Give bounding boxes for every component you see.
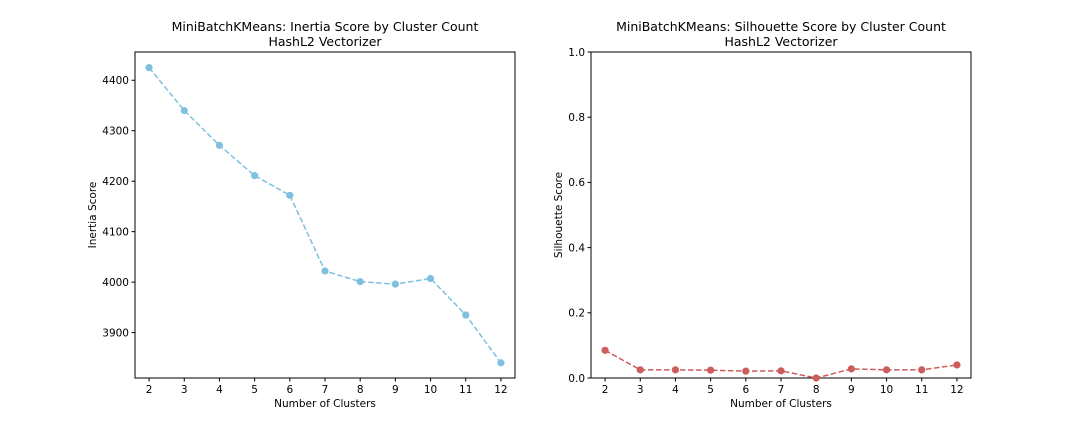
inertia-y-tick-label: 3900 xyxy=(102,327,129,339)
inertia-data-point xyxy=(497,359,505,367)
inertia-x-tick-label: 4 xyxy=(216,384,223,396)
inertia-chart-subtitle: HashL2 Vectorizer xyxy=(268,34,382,49)
silhouette-x-tick-label: 8 xyxy=(813,384,820,396)
silhouette-data-point xyxy=(918,366,926,374)
inertia-data-point xyxy=(286,191,294,199)
inertia-data-point xyxy=(145,64,153,72)
silhouette-x-ticks: 2 3 4 5 6 7 8 9 10 11 12 xyxy=(602,378,964,396)
silhouette-y-ticks: 0.0 0.2 0.4 0.6 0.8 1.0 xyxy=(568,47,591,385)
silhouette-x-tick-label: 10 xyxy=(880,384,893,396)
inertia-points xyxy=(145,64,505,367)
inertia-x-tick-label: 7 xyxy=(322,384,329,396)
silhouette-data-point xyxy=(707,366,715,374)
silhouette-data-point xyxy=(882,366,891,374)
silhouette-data-point xyxy=(812,374,820,382)
inertia-data-point xyxy=(391,280,399,288)
inertia-x-tick-label: 10 xyxy=(424,384,437,396)
inertia-data-point xyxy=(356,278,364,286)
inertia-data-point xyxy=(321,267,329,275)
inertia-chart-title: MiniBatchKMeans: Inertia Score by Cluste… xyxy=(172,19,479,34)
silhouette-y-tick-label: 1.0 xyxy=(568,47,585,59)
silhouette-x-tick-label: 12 xyxy=(950,384,963,396)
silhouette-chart-title: MiniBatchKMeans: Silhouette Score by Clu… xyxy=(616,19,946,34)
silhouette-points xyxy=(601,346,961,382)
inertia-chart: MiniBatchKMeans: Inertia Score by Cluste… xyxy=(87,19,516,410)
inertia-y-axis-label: Inertia Score xyxy=(87,182,99,249)
inertia-data-point xyxy=(251,172,259,180)
inertia-x-ticks: 2 3 4 5 6 7 8 9 10 11 12 xyxy=(146,378,508,396)
silhouette-data-point xyxy=(671,366,680,374)
silhouette-y-tick-label: 0.0 xyxy=(568,373,585,385)
silhouette-data-point xyxy=(777,367,785,375)
silhouette-y-axis-label: Silhouette Score xyxy=(553,172,565,258)
inertia-x-tick-label: 9 xyxy=(392,384,399,396)
inertia-x-tick-label: 6 xyxy=(286,384,293,396)
inertia-y-tick-label: 4200 xyxy=(102,176,129,188)
silhouette-y-tick-label: 0.2 xyxy=(568,308,585,320)
inertia-plot-frame xyxy=(134,51,516,379)
inertia-data-point xyxy=(462,311,470,319)
silhouette-y-tick-label: 0.8 xyxy=(568,112,585,124)
silhouette-x-tick-label: 7 xyxy=(778,384,785,396)
silhouette-x-tick-label: 11 xyxy=(915,384,928,396)
inertia-y-tick-label: 4100 xyxy=(102,226,129,238)
silhouette-y-tick-label: 0.4 xyxy=(568,242,585,254)
silhouette-x-tick-label: 3 xyxy=(637,384,644,396)
silhouette-chart-subtitle: HashL2 Vectorizer xyxy=(724,34,838,49)
inertia-y-tick-label: 4000 xyxy=(102,277,129,289)
silhouette-chart: MiniBatchKMeans: Silhouette Score by Clu… xyxy=(553,19,972,410)
inertia-y-tick-label: 4400 xyxy=(102,75,129,87)
inertia-x-tick-label: 12 xyxy=(494,384,507,396)
silhouette-plot-frame xyxy=(590,51,972,379)
silhouette-x-tick-label: 6 xyxy=(742,384,749,396)
silhouette-x-tick-label: 5 xyxy=(707,384,714,396)
inertia-data-point xyxy=(426,274,435,283)
silhouette-x-tick-label: 9 xyxy=(848,384,855,396)
inertia-series-line xyxy=(148,67,502,364)
inertia-data-point xyxy=(180,106,188,115)
silhouette-x-tick-label: 2 xyxy=(602,384,609,396)
silhouette-data-point xyxy=(636,366,644,374)
silhouette-x-tick-label: 4 xyxy=(672,384,679,396)
silhouette-data-point xyxy=(847,365,855,373)
silhouette-data-point xyxy=(601,346,609,354)
inertia-x-tick-label: 8 xyxy=(357,384,364,396)
inertia-x-tick-label: 5 xyxy=(251,384,258,396)
silhouette-data-point xyxy=(742,367,750,375)
inertia-x-tick-label: 2 xyxy=(146,384,153,396)
silhouette-x-axis-label: Number of Clusters xyxy=(730,398,832,410)
inertia-x-tick-label: 3 xyxy=(181,384,188,396)
inertia-x-tick-label: 11 xyxy=(459,384,472,396)
inertia-data-point xyxy=(215,141,224,149)
silhouette-y-tick-label: 0.6 xyxy=(568,177,585,189)
inertia-x-axis-label: Number of Clusters xyxy=(274,398,376,410)
silhouette-data-point xyxy=(953,361,961,369)
inertia-y-tick-label: 4300 xyxy=(102,126,129,138)
inertia-y-ticks: 3900 4000 4100 4200 4300 4400 xyxy=(102,75,135,339)
